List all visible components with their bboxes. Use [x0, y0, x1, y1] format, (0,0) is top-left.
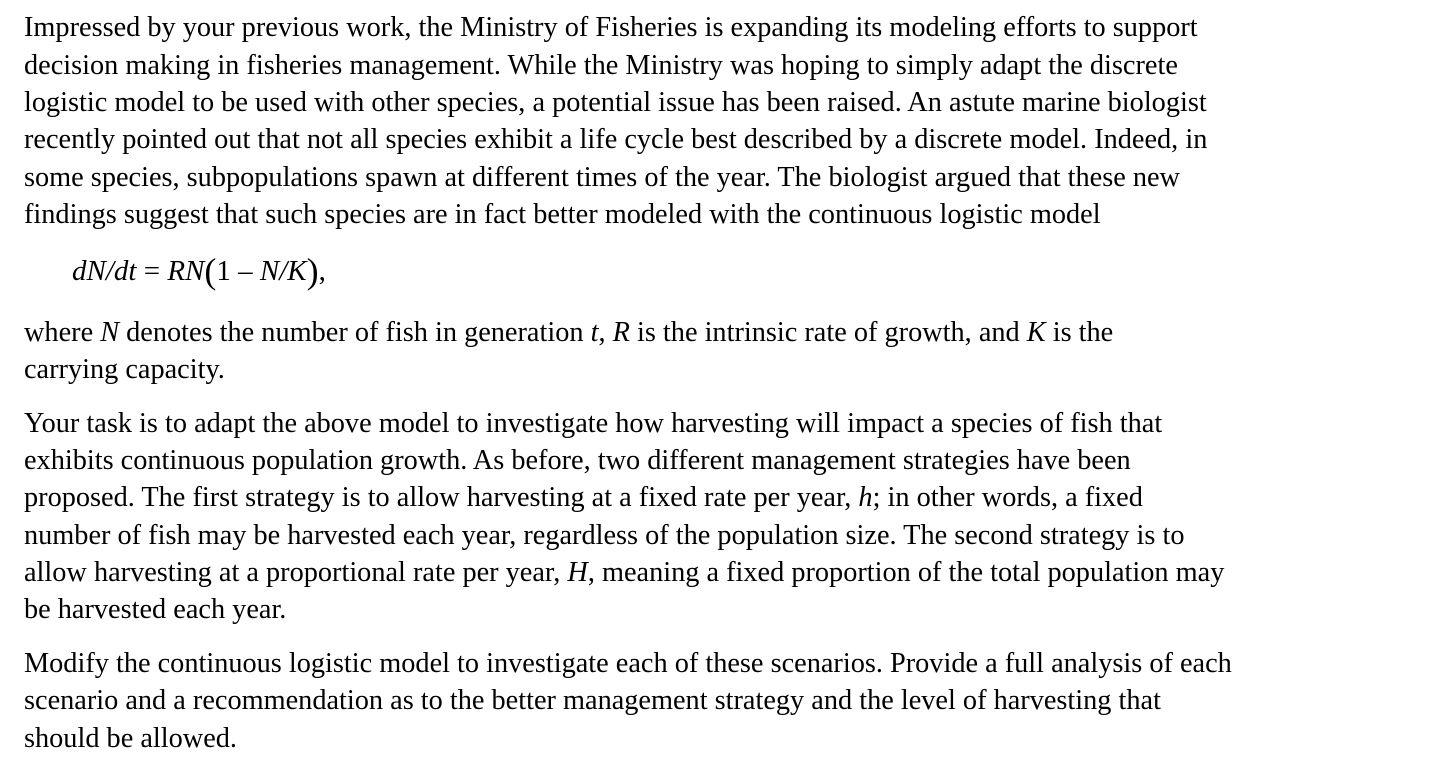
- text-line: exhibits continuous population growth. A…: [24, 445, 1131, 476]
- eq-one-minus: 1 –: [216, 255, 260, 287]
- logistic-equation: dN/dt = RN(1 – N/K),: [72, 252, 326, 289]
- text-line: Your task is to adapt the above model to…: [24, 408, 1163, 439]
- eq-equals: =: [136, 255, 168, 287]
- eq-open-paren: (: [204, 251, 217, 291]
- text-line: be harvested each year.: [24, 594, 287, 625]
- text-line: recently pointed out that not all specie…: [24, 124, 1208, 155]
- text: ,: [598, 317, 613, 348]
- text-line: should be allowed.: [24, 723, 237, 754]
- text-line: some species, subpopulations spawn at di…: [24, 162, 1180, 193]
- text-line: carrying capacity.: [24, 354, 225, 385]
- text: allow harvesting at a proportional rate …: [24, 557, 568, 588]
- text: proposed. The first strategy is to allow…: [24, 482, 859, 513]
- text-line: proposed. The first strategy is to allow…: [24, 482, 1143, 514]
- eq-lhs: dN/dt: [72, 255, 137, 287]
- text: is the intrinsic rate of growth, and: [629, 317, 1027, 348]
- text-line: findings suggest that such species are i…: [24, 199, 1101, 230]
- eq-nk: N/K: [259, 255, 307, 287]
- eq-close-paren: ): [306, 251, 319, 291]
- text-line: logistic model to be used with other spe…: [24, 87, 1207, 118]
- var-capital-h: H: [567, 557, 588, 588]
- text: , meaning a fixed proportion of the tota…: [587, 557, 1225, 588]
- var-n: N: [100, 317, 120, 348]
- var-r: R: [612, 317, 630, 348]
- var-h: h: [858, 482, 873, 513]
- text-line: scenario and a recommendation as to the …: [24, 685, 1161, 716]
- eq-rn: RN: [167, 255, 205, 287]
- var-k: K: [1026, 317, 1046, 348]
- text-line: Modify the continuous logistic model to …: [24, 648, 1232, 679]
- text-line: decision making in fisheries management.…: [24, 50, 1178, 81]
- text: denotes the number of fish in generation: [119, 317, 591, 348]
- text: ; in other words, a fixed: [872, 482, 1143, 513]
- text-line: Impressed by your previous work, the Min…: [24, 12, 1198, 43]
- text-line: number of fish may be harvested each yea…: [24, 520, 1185, 551]
- text-line: where N denotes the number of fish in ge…: [24, 317, 1113, 349]
- text: is the: [1045, 317, 1114, 348]
- eq-comma: ,: [318, 255, 326, 287]
- var-t: t: [590, 317, 599, 348]
- text: where: [24, 317, 101, 348]
- text-line: allow harvesting at a proportional rate …: [24, 557, 1224, 589]
